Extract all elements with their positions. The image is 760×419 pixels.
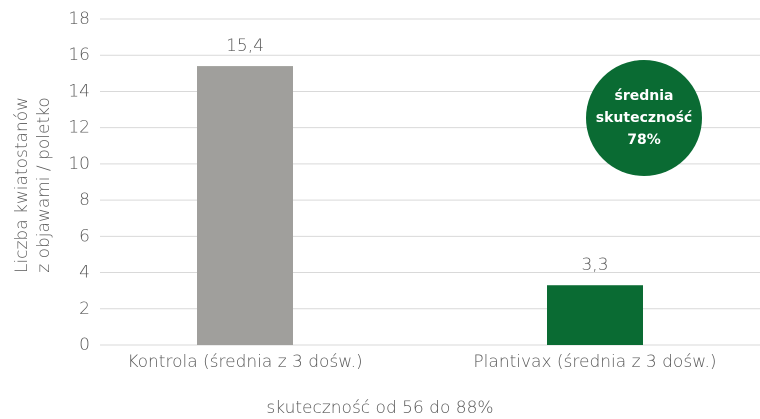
bar xyxy=(547,285,643,345)
x-tick-label: Plantivax (średnia z 3 dośw.) xyxy=(473,352,716,372)
y-tick-label: 12 xyxy=(68,118,90,138)
y-tick-label: 18 xyxy=(68,9,90,29)
value-label: 3,3 xyxy=(581,255,608,275)
y-tick-label: 10 xyxy=(68,154,90,174)
x-tick-label: Kontrola (średnia z 3 dośw.) xyxy=(127,352,362,372)
annotation-text: skuteczność xyxy=(596,110,692,126)
bar xyxy=(197,66,293,345)
annotation-badge xyxy=(586,60,702,176)
y-tick-label: 6 xyxy=(79,226,90,246)
x-axis-title: skuteczność od 56 do 88% xyxy=(266,398,493,418)
y-tick-label: 2 xyxy=(79,299,90,319)
y-tick-label: 8 xyxy=(79,190,90,210)
y-tick-label: 4 xyxy=(79,263,90,283)
y-axis-title: z objawami / poletko xyxy=(34,97,54,272)
y-tick-label: 16 xyxy=(68,45,90,65)
annotation-text: 78% xyxy=(627,132,661,148)
value-label: 15,4 xyxy=(226,36,264,56)
y-tick-label: 14 xyxy=(68,81,90,101)
y-tick-label: 0 xyxy=(79,335,90,355)
y-axis-title: Liczba kwiatostanów xyxy=(12,97,32,273)
annotation-text: średnia xyxy=(615,88,674,104)
